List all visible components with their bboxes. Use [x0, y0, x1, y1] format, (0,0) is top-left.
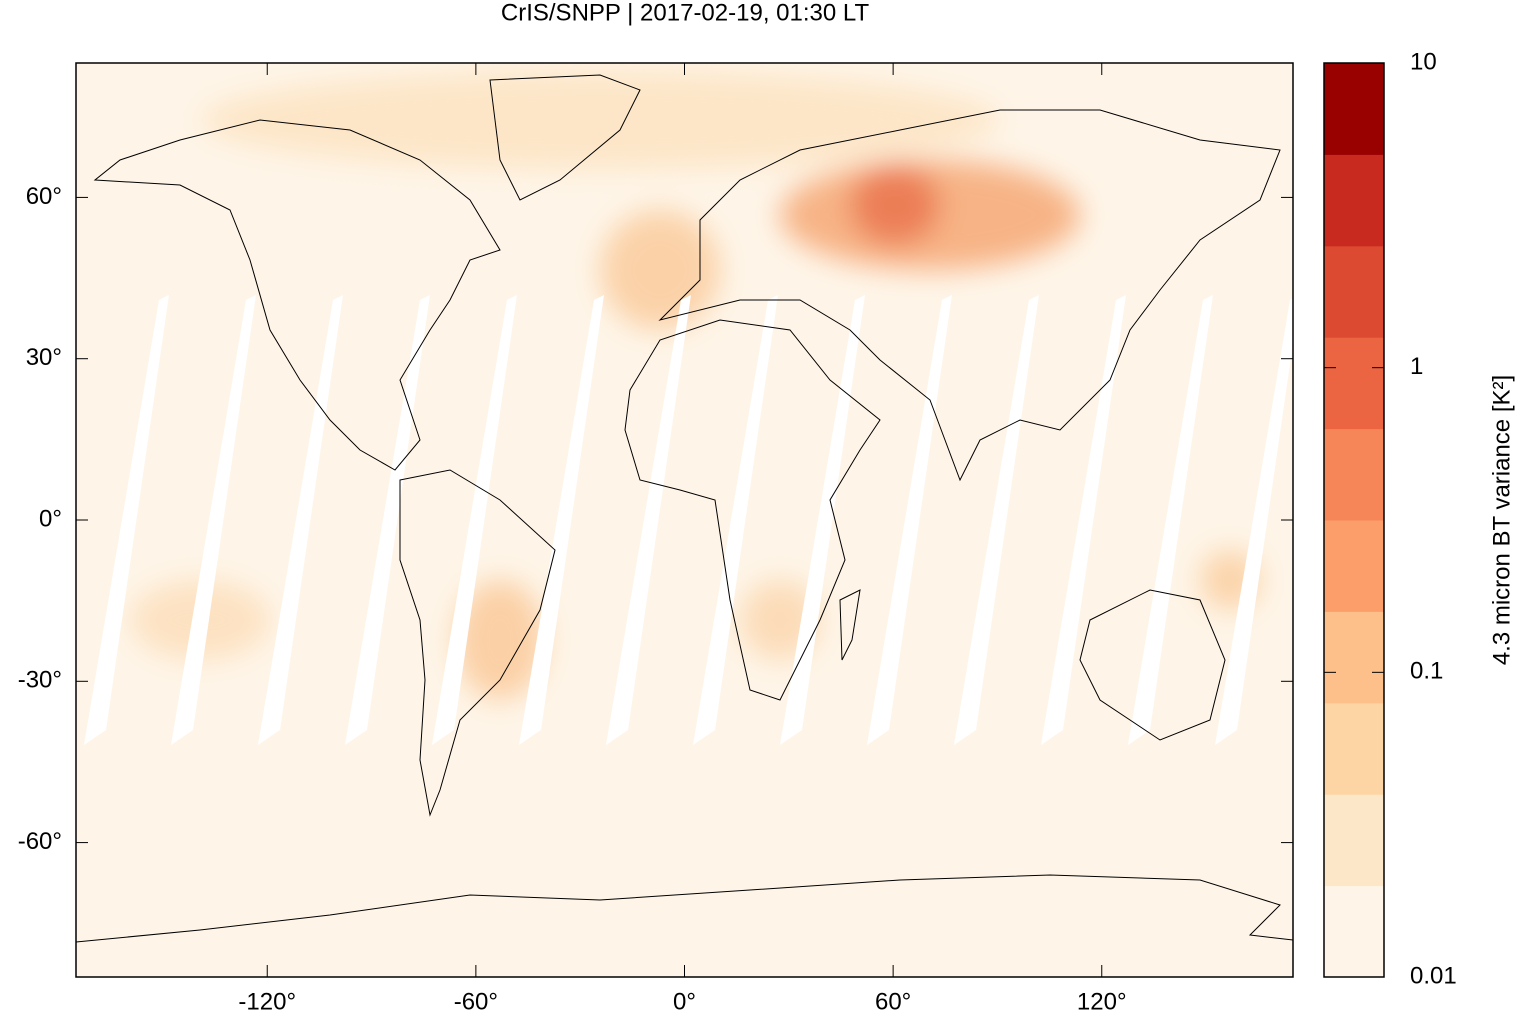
colorbar-band	[1324, 794, 1384, 887]
colorbar-band	[1324, 337, 1384, 430]
swath-gap	[1041, 295, 1126, 745]
x-tick-label: -60°	[454, 988, 498, 1015]
swath-gap	[606, 295, 691, 745]
blob	[600, 210, 720, 330]
blob	[200, 70, 1000, 170]
colorbar-band	[1324, 245, 1384, 338]
axes: -120° -60° 0° 60° 120° -60° -30° 0° 30° 60°	[18, 63, 1293, 1015]
colorbar-tick-label: 1	[1410, 353, 1423, 380]
swath-gap	[693, 295, 778, 745]
swath-gap	[1128, 295, 1213, 745]
swath-gaps	[84, 295, 1293, 745]
swath-gap	[258, 295, 343, 745]
colorbar-band	[1324, 63, 1384, 155]
swath-gap	[1215, 298, 1293, 745]
x-tick-label: -120°	[238, 988, 296, 1015]
colorbar-band	[1324, 702, 1384, 795]
swath-gap	[171, 295, 256, 745]
swath-gap	[867, 295, 952, 745]
colorbar-frame	[1323, 62, 1385, 978]
blob	[850, 165, 940, 245]
coastline	[489, 74, 641, 201]
title: CrIS/SNPP | 2017-02-19, 01:30 LT	[501, 0, 870, 26]
swath-gap	[954, 295, 1039, 745]
coastline	[658, 109, 1281, 482]
colorbar-tick-label: 0.01	[1410, 962, 1457, 989]
colorbar-band	[1324, 885, 1384, 978]
y-tick-label: -60°	[18, 828, 62, 855]
blob	[455, 580, 545, 700]
colorbar-tick-label: 10	[1410, 48, 1437, 75]
coastline	[93, 119, 501, 471]
y-tick-label: -30°	[18, 667, 62, 694]
coastline	[839, 589, 861, 661]
swath-gap	[84, 295, 169, 745]
map-field	[76, 63, 1293, 977]
x-tick-label: 0°	[673, 988, 696, 1015]
colorbar-band	[1324, 520, 1384, 612]
swath-gap	[519, 295, 604, 745]
colorbar-band	[1324, 154, 1384, 247]
colorbar: 0.01 0.1 1 10	[1323, 48, 1457, 989]
coastline	[76, 874, 1293, 943]
coastline	[399, 469, 556, 817]
coastline	[624, 319, 881, 701]
y-tick-label: 30°	[26, 344, 62, 371]
colorbar-label: 4.3 micron BT variance [K²]	[1488, 375, 1515, 665]
x-tick-label: 60°	[875, 988, 911, 1015]
swath-gap	[780, 295, 865, 745]
colorbar-band	[1324, 611, 1384, 704]
colorbar-tick-label: 0.1	[1410, 658, 1443, 685]
colorbar-band	[1324, 428, 1384, 521]
coastline	[1079, 589, 1226, 741]
y-tick-label: 0°	[39, 505, 62, 532]
y-tick-label: 60°	[26, 183, 62, 210]
background-field	[76, 63, 1293, 977]
x-tick-label: 120°	[1077, 988, 1127, 1015]
swath-gap	[432, 295, 517, 745]
coastlines	[76, 74, 1293, 943]
